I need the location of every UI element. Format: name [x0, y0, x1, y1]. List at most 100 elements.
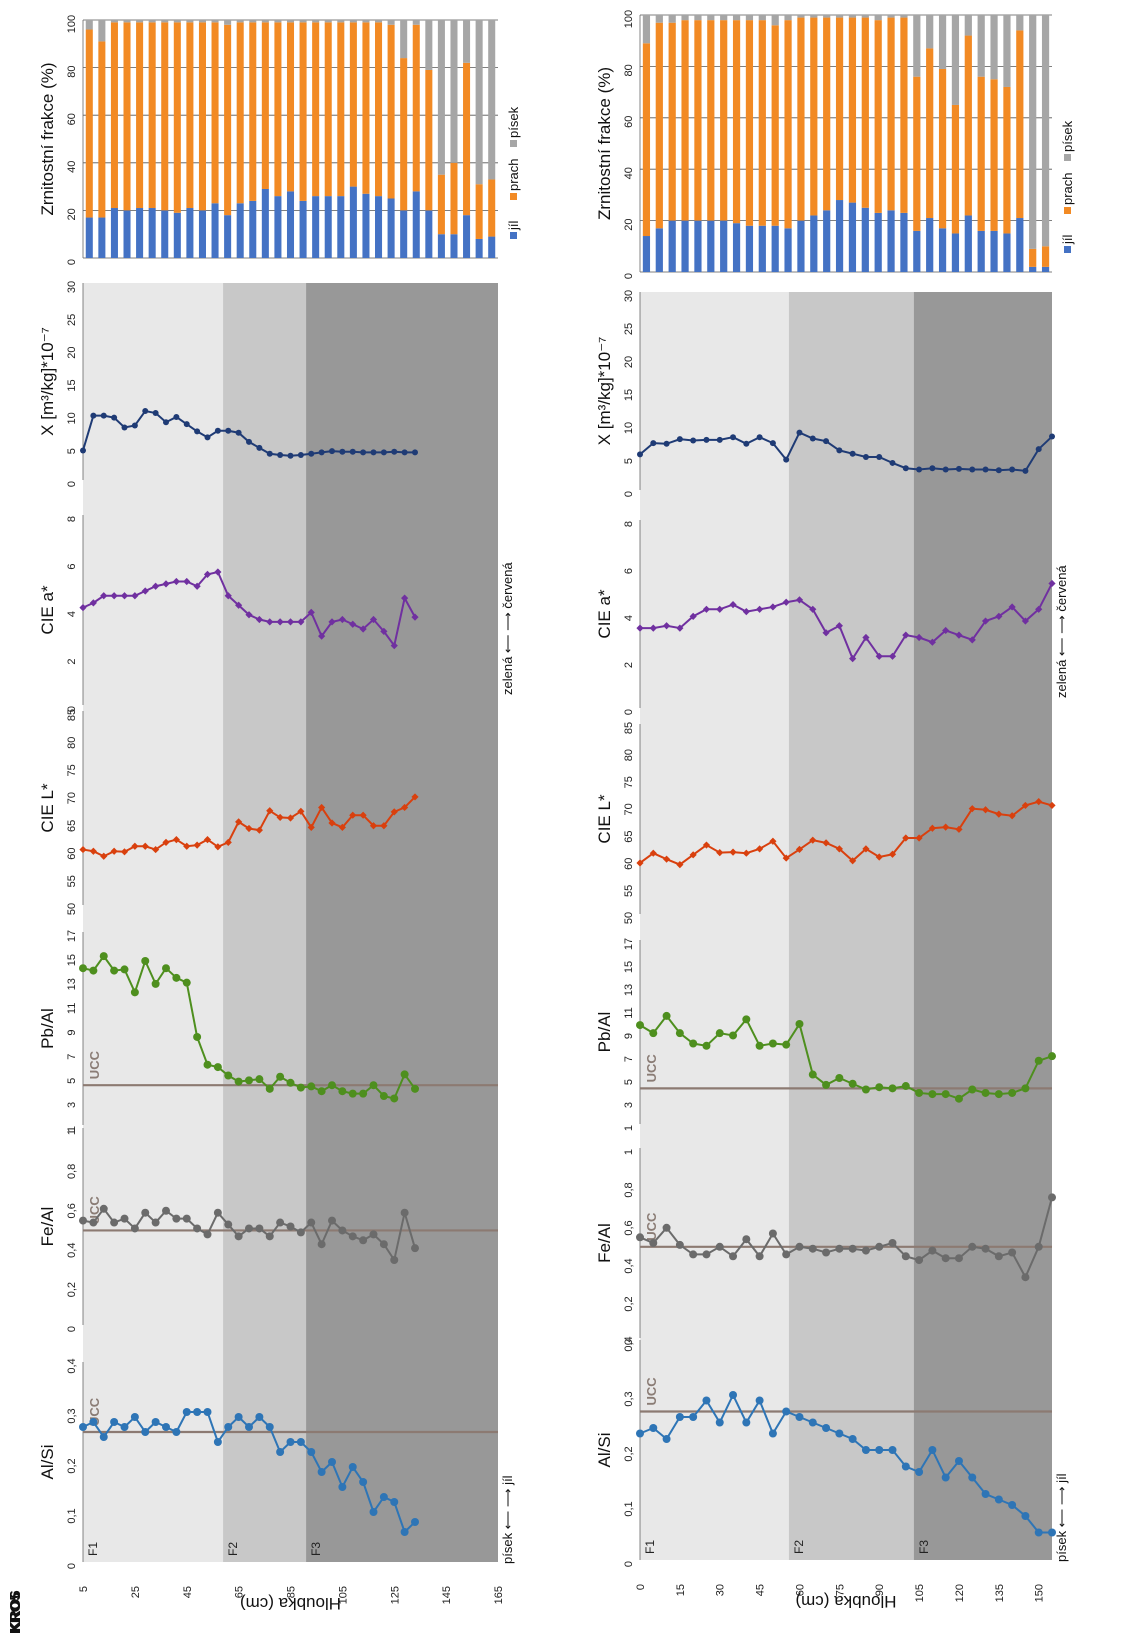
depth-tick-label: 135	[994, 1584, 1006, 1602]
bar-prach	[412, 24, 420, 192]
data-point	[213, 1438, 222, 1446]
bar-prach	[926, 48, 934, 219]
data-point	[636, 1233, 644, 1242]
data-point	[307, 823, 315, 831]
ucc-label: UCC	[644, 1377, 659, 1406]
data-point	[214, 568, 222, 576]
data-point	[89, 1218, 98, 1227]
data-point	[265, 1423, 274, 1431]
data-point	[756, 605, 764, 613]
value-tick-label: 0	[66, 706, 78, 712]
data-point	[716, 436, 723, 443]
data-point	[286, 1078, 295, 1087]
panel-axis-title: Zrnitostní frakce (%)	[38, 62, 57, 215]
bar-prach	[349, 22, 357, 187]
data-point	[888, 652, 897, 660]
data-point	[915, 834, 923, 842]
panel-cie-l-: 50 55 60 65 70 75 80 85 CIE L*	[38, 709, 419, 915]
legend-swatch	[510, 193, 517, 200]
data-point	[808, 1070, 817, 1079]
bar-prach	[375, 22, 383, 197]
data-point	[928, 1246, 937, 1255]
value-tick-label: 20	[623, 218, 635, 230]
bar-jil	[913, 230, 921, 272]
value-tick-label: 40	[66, 161, 78, 173]
bar-jil	[337, 196, 345, 258]
data-point	[318, 803, 326, 812]
ciea-annotation: zelená ⟵ ⟶ červená	[500, 562, 515, 695]
data-point	[224, 1220, 233, 1229]
bar-jil	[1041, 266, 1050, 272]
data-point	[716, 849, 724, 857]
value-tick-label: 1	[66, 1126, 78, 1132]
data-point	[369, 1230, 378, 1239]
data-point	[848, 1079, 857, 1088]
data-point	[255, 1413, 264, 1421]
data-point	[317, 1240, 326, 1249]
bar-prach	[110, 22, 118, 209]
data-point	[276, 813, 284, 822]
data-point	[401, 449, 408, 456]
data-point	[172, 973, 181, 982]
data-point	[296, 1083, 305, 1092]
data-point	[308, 450, 315, 457]
data-point	[995, 467, 1002, 474]
bar-prach	[1003, 86, 1011, 234]
data-point	[359, 625, 367, 633]
data-point	[941, 1254, 950, 1263]
data-point	[120, 965, 129, 974]
value-tick-label: 60	[66, 847, 78, 859]
bar-pisek	[1016, 15, 1024, 31]
bar-pisek	[450, 20, 458, 163]
value-tick-label: 1	[66, 1129, 78, 1135]
value-tick-label: 100	[66, 15, 78, 33]
data-point	[400, 1208, 409, 1217]
data-point	[676, 436, 683, 443]
data-point	[182, 978, 191, 987]
value-tick-label: 60	[623, 116, 635, 128]
data-point	[245, 611, 253, 619]
data-point	[941, 1473, 950, 1482]
data-point	[172, 1214, 181, 1223]
data-point	[151, 1418, 160, 1426]
data-point	[266, 807, 274, 815]
bar-prach	[745, 20, 754, 226]
bar-pisek	[324, 20, 332, 23]
data-point	[756, 845, 764, 853]
bar-pisek	[337, 20, 345, 23]
data-point	[307, 1218, 316, 1227]
depth-tick-label: 145	[441, 1586, 453, 1604]
data-point	[822, 839, 830, 847]
data-point	[1049, 433, 1055, 440]
value-tick-label: 0	[623, 1561, 635, 1567]
data-point	[742, 608, 750, 616]
bar-pisek	[732, 15, 741, 21]
bar-prach	[707, 20, 715, 221]
data-point	[296, 1438, 305, 1446]
data-point	[768, 1229, 777, 1238]
zone-f1	[640, 292, 789, 1560]
bar-prach	[324, 22, 332, 197]
data-point	[915, 1088, 924, 1097]
bar-pisek	[249, 20, 257, 23]
bar-pisek	[312, 20, 320, 23]
data-point	[130, 988, 139, 997]
data-point	[359, 1089, 368, 1098]
data-point	[876, 454, 883, 460]
data-point	[888, 1239, 897, 1247]
data-point	[662, 1435, 671, 1443]
data-point	[328, 1216, 336, 1225]
value-tick-label: 50	[66, 903, 78, 915]
value-tick-label: 0,4	[623, 1336, 635, 1351]
bar-jil	[299, 200, 307, 258]
bar-pisek	[400, 20, 408, 59]
data-point	[676, 624, 684, 632]
panel-axis-title: Al/Si	[595, 1433, 614, 1468]
data-point	[1008, 1501, 1017, 1509]
bar-pisek	[681, 15, 689, 21]
bar-prach	[400, 58, 408, 211]
value-tick-label: 60	[623, 858, 635, 870]
data-point	[795, 1413, 804, 1421]
data-point	[969, 466, 976, 473]
value-tick-label: 0	[623, 1339, 635, 1345]
